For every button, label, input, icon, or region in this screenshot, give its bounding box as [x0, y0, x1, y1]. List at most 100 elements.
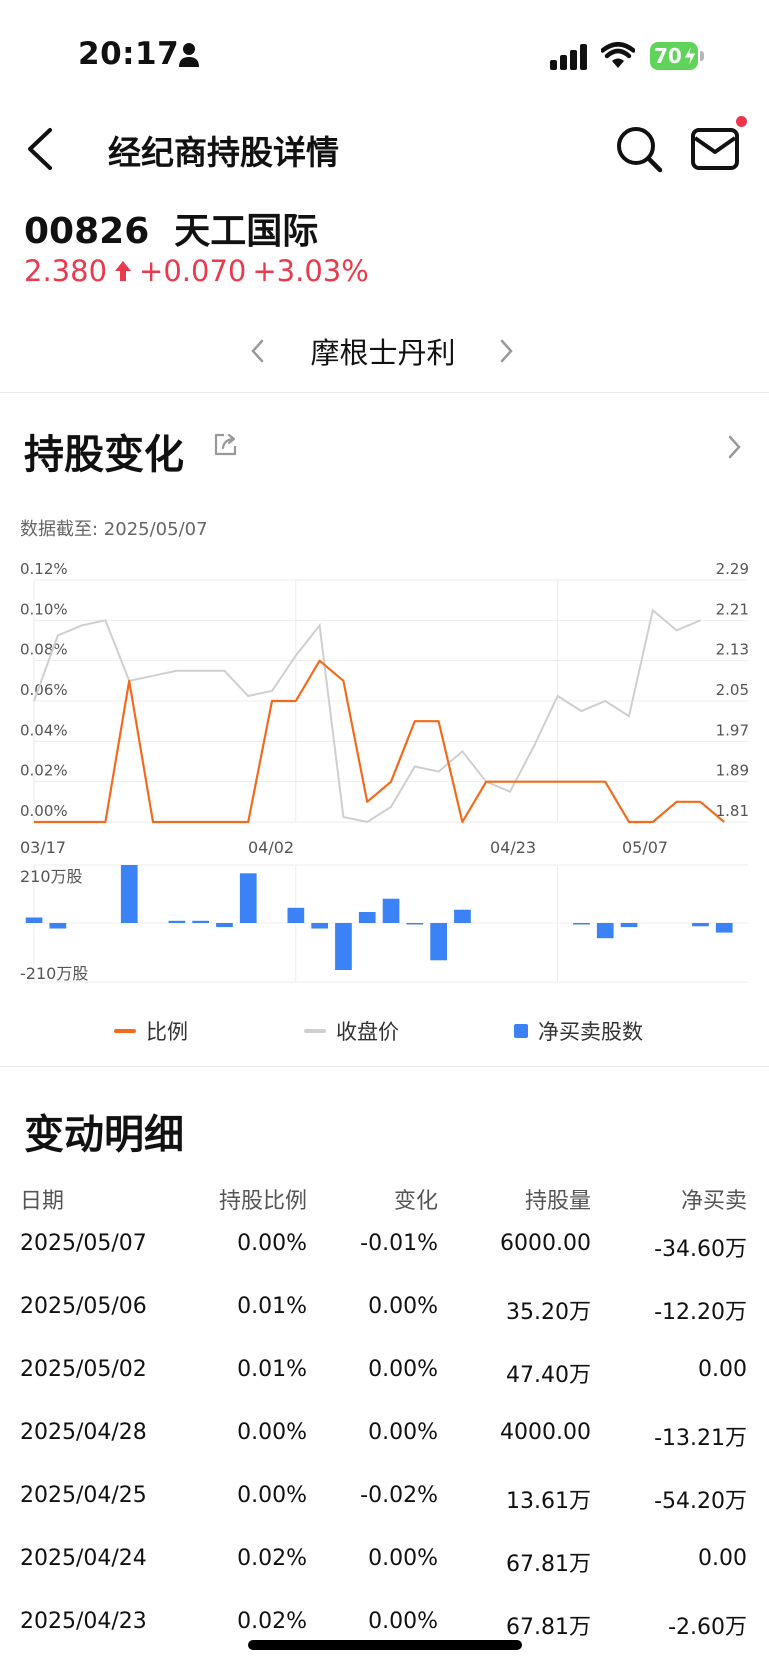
table-row[interactable]: 2025/04/24 0.02% 0.00% 67.81万 0.00 — [0, 1546, 769, 1586]
net-bar — [358, 912, 376, 923]
net-bar — [49, 923, 67, 929]
net-bar — [692, 923, 709, 927]
cell-shares: 6000.00 — [500, 1231, 591, 1256]
up-arrow-icon — [115, 261, 132, 281]
chevron-right-icon[interactable] — [724, 432, 744, 462]
y-right-tick-label: 1.97 — [716, 721, 749, 739]
net-bar — [620, 923, 638, 928]
cell-ratio: 0.01% — [237, 1357, 307, 1382]
cell-shares: 47.40万 — [506, 1363, 591, 1388]
legend-label: 收盘价 — [336, 1020, 399, 1044]
table-row[interactable]: 2025/04/25 0.00% -0.02% 13.61万 -54.20万 — [0, 1483, 769, 1523]
y-left-tick-label: 0.06% — [20, 681, 68, 699]
table-row[interactable]: 2025/04/28 0.00% 0.00% 4000.00 -13.21万 — [0, 1420, 769, 1460]
cell-change: 0.00% — [368, 1420, 438, 1445]
cell-date: 2025/04/24 — [20, 1546, 147, 1571]
net-bar — [406, 923, 424, 925]
holding-chart: 0.12% 2.29 0.10% 2.21 0.08% 2.13 0.06% 2.05 0.04… — [20, 560, 749, 983]
cell-change: -0.01% — [360, 1231, 438, 1256]
net-bar — [25, 917, 43, 923]
x-tick-label: 04/23 — [490, 838, 536, 857]
stock-price: 2.380 — [24, 254, 108, 288]
y-right-tick-label: 2.05 — [716, 681, 749, 699]
net-bar — [311, 923, 328, 929]
bar-axis-tick-label: -210万股 — [20, 964, 88, 983]
cell-ratio: 0.00% — [237, 1420, 307, 1445]
cell-net: -34.60万 — [654, 1237, 747, 1262]
cell-net: 0.00 — [698, 1357, 747, 1382]
cell-date: 2025/05/02 — [20, 1357, 147, 1382]
cell-ratio: 0.00% — [237, 1231, 307, 1256]
x-tick-label: 03/17 — [20, 838, 66, 857]
y-right-tick-label: 2.21 — [716, 600, 749, 618]
net-bar — [192, 920, 209, 923]
mail-icon[interactable] — [690, 126, 742, 172]
cell-shares: 4000.00 — [500, 1420, 591, 1445]
y-left-tick-label: 0.08% — [20, 641, 68, 659]
table-header-change: 变化 — [393, 1189, 438, 1214]
stock-change: +0.070 — [139, 254, 247, 288]
cell-date: 2025/05/06 — [20, 1294, 147, 1319]
net-bar — [596, 923, 614, 939]
search-icon[interactable] — [614, 124, 664, 174]
cell-shares: 67.81万 — [506, 1615, 591, 1640]
y-right-tick-label: 2.29 — [716, 560, 749, 578]
chart-legend: 比例 收盘价 净买卖股数 — [110, 1016, 710, 1046]
cell-net: -12.20万 — [654, 1300, 747, 1325]
x-tick-label: 05/07 — [622, 838, 668, 857]
net-bar — [287, 907, 305, 923]
cell-change: 0.00% — [368, 1546, 438, 1571]
cell-ratio: 0.02% — [237, 1546, 307, 1571]
y-left-tick-label: 0.12% — [20, 560, 68, 578]
home-indicator[interactable] — [248, 1640, 522, 1650]
cell-change: 0.00% — [368, 1609, 438, 1634]
signal-icon — [550, 44, 587, 70]
cell-net: -2.60万 — [668, 1615, 747, 1640]
page-title: 经纪商持股详情 — [108, 133, 339, 172]
data-date: 数据截至: 2025/05/07 — [20, 519, 208, 540]
net-bar — [454, 909, 471, 923]
table-row[interactable]: 2025/05/02 0.01% 0.00% 47.40万 0.00 — [0, 1357, 769, 1397]
share-icon[interactable] — [212, 430, 240, 458]
battery-tip — [700, 51, 704, 61]
net-bar — [239, 873, 257, 923]
cell-date: 2025/04/28 — [20, 1420, 147, 1445]
cell-date: 2025/05/07 — [20, 1231, 147, 1256]
cell-shares: 35.20万 — [506, 1300, 591, 1325]
y-right-tick-label: 1.89 — [716, 762, 749, 780]
cell-date: 2025/04/23 — [20, 1609, 147, 1634]
table-row[interactable]: 2025/04/23 0.02% 0.00% 67.81万 -2.60万 — [0, 1609, 769, 1649]
table-row[interactable]: 2025/05/07 0.00% -0.01% 6000.00 -34.60万 — [0, 1231, 769, 1271]
status-time: 20:17 — [78, 36, 180, 72]
table-header-net: 净买卖 — [680, 1189, 747, 1214]
stock-name: 00826 天工国际 — [24, 211, 319, 252]
legend-swatch — [114, 1029, 136, 1033]
cell-shares: 67.81万 — [506, 1552, 591, 1577]
table-row[interactable]: 2025/05/06 0.01% 0.00% 35.20万 -12.20万 — [0, 1294, 769, 1334]
series-line-close — [33, 608, 701, 824]
back-icon[interactable] — [22, 124, 58, 174]
person-icon — [179, 43, 199, 67]
net-bar — [168, 920, 186, 923]
stock-change-pct: +3.03% — [252, 254, 369, 288]
net-bar — [573, 923, 590, 925]
wifi-icon — [601, 42, 635, 68]
table-header-shares: 持股量 — [524, 1189, 591, 1214]
net-bar — [382, 898, 400, 923]
divider — [0, 392, 769, 393]
notification-dot — [736, 116, 747, 127]
section-title-detail: 变动明细 — [24, 1112, 184, 1158]
table-header-ratio: 持股比例 — [218, 1189, 307, 1214]
section-title-holding: 持股变化 — [24, 432, 184, 478]
chevron-left-icon[interactable] — [248, 336, 268, 366]
legend-net: 净买卖股数 — [514, 1016, 643, 1046]
y-left-tick-label: 0.02% — [20, 762, 68, 780]
legend-ratio: 比例 — [114, 1016, 188, 1046]
x-tick-label: 04/02 — [248, 838, 294, 857]
cell-change: 0.00% — [368, 1357, 438, 1382]
net-bar — [430, 923, 447, 961]
chevron-right-icon[interactable] — [496, 336, 516, 366]
broker-name[interactable]: 摩根士丹利 — [310, 336, 456, 370]
cell-date: 2025/04/25 — [20, 1483, 147, 1508]
cell-change: 0.00% — [368, 1294, 438, 1319]
